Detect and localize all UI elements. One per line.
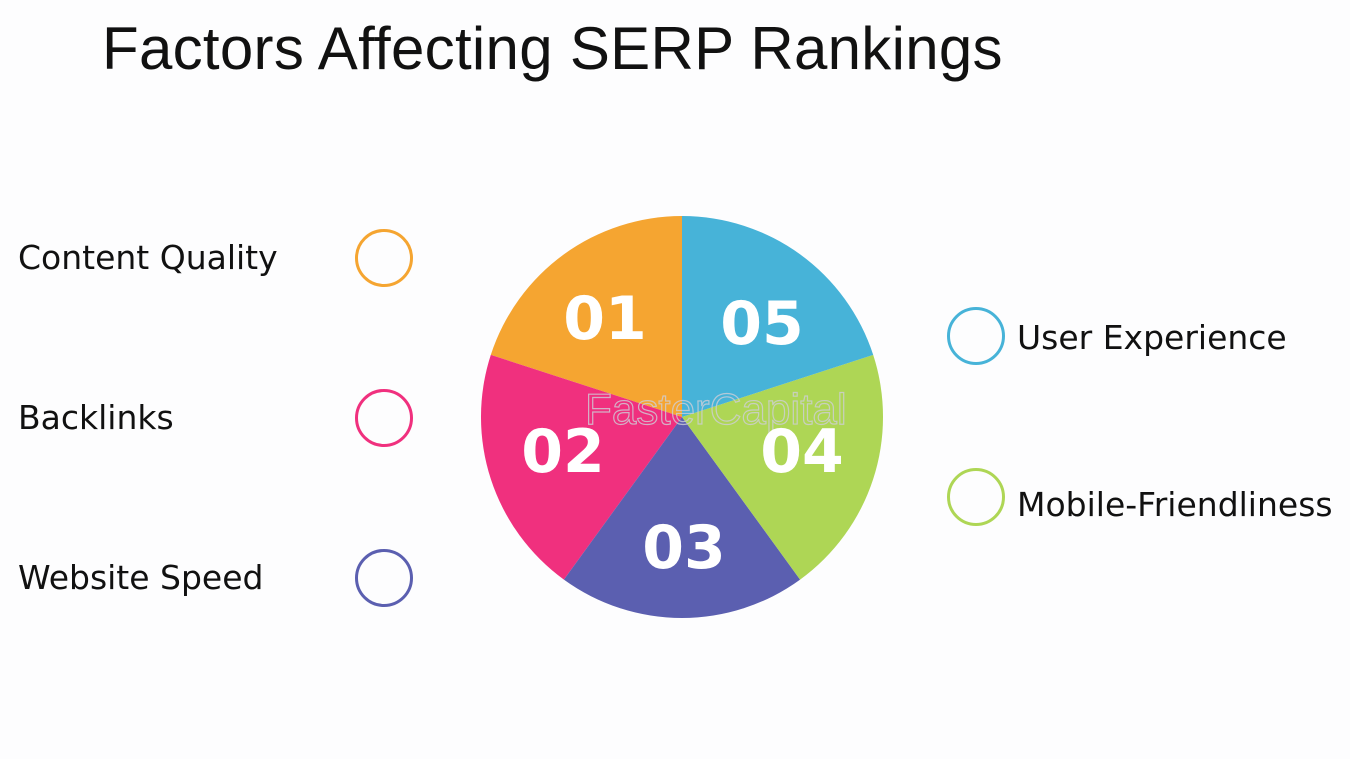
page-title: Factors Affecting SERP Rankings <box>102 15 1003 82</box>
ring-user-experience-icon <box>947 307 1005 365</box>
watermark: FasterCapital <box>585 385 847 434</box>
slice-05-number: 05 <box>720 289 804 359</box>
slice-03 <box>563 417 801 618</box>
slice-04-number: 04 <box>760 417 844 487</box>
slice-02-number: 02 <box>521 417 605 487</box>
slice-04 <box>682 354 884 580</box>
slice-01 <box>490 216 682 417</box>
slice-01-number: 01 <box>563 284 647 354</box>
label-website-speed: Website Speed <box>18 558 264 597</box>
label-backlinks: Backlinks <box>18 398 174 437</box>
label-mobile-friendliness: Mobile-Friendliness <box>1017 485 1333 524</box>
ring-content-quality-icon <box>355 229 413 287</box>
ring-website-speed-icon <box>355 549 413 607</box>
slice-05 <box>682 216 874 417</box>
slice-03-number: 03 <box>642 513 726 583</box>
slice-02 <box>480 354 682 580</box>
ring-backlinks-icon <box>355 389 413 447</box>
label-content-quality: Content Quality <box>18 238 278 277</box>
ring-mobile-friendliness-icon <box>947 468 1005 526</box>
label-user-experience: User Experience <box>1017 318 1287 357</box>
